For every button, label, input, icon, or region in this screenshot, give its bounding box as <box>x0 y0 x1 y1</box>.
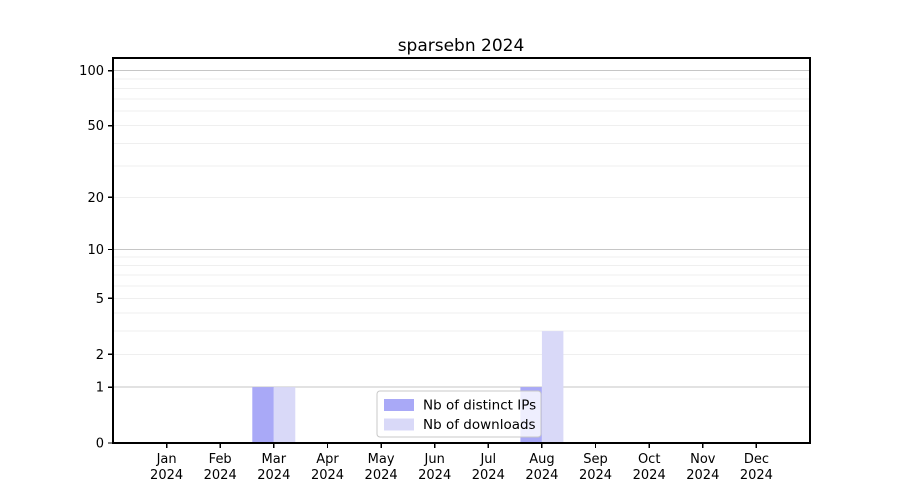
x-tick-label-month: Jan <box>156 452 177 467</box>
y-tick-label: 100 <box>79 64 104 79</box>
axis-ticks <box>108 69 758 448</box>
x-tick-label-month: Aug <box>529 452 554 467</box>
x-tick-label-month: May <box>368 452 395 467</box>
x-tick-label-month: Apr <box>316 452 339 467</box>
plot-border-rect <box>112 57 811 444</box>
bar-downloads <box>273 387 296 443</box>
x-tick-label-year: 2024 <box>257 468 290 483</box>
x-tick-label-month: Jun <box>424 452 445 467</box>
x-tick-label-month: Oct <box>638 452 660 467</box>
x-tick-label-month: Nov <box>690 452 716 467</box>
x-tick-label-month: Sep <box>583 452 608 467</box>
x-tick-label-month: Jul <box>479 452 496 467</box>
minor-gridlines <box>113 78 810 355</box>
bar-downloads <box>541 331 564 443</box>
x-tick-label-year: 2024 <box>311 468 344 483</box>
y-tick-label: 1 <box>96 381 104 396</box>
chart-title: sparsebn 2024 <box>398 36 525 56</box>
y-tick-label: 20 <box>87 191 104 206</box>
legend-label-downloads: Nb of downloads <box>423 417 536 433</box>
x-tick-label-year: 2024 <box>150 468 183 483</box>
x-tick-label-year: 2024 <box>365 468 398 483</box>
x-tick-label-year: 2024 <box>579 468 612 483</box>
y-axis-labels: 0 1 2 5 10 20 50 100 <box>79 64 104 451</box>
y-tick-label: 50 <box>87 119 104 134</box>
legend-swatch-downloads <box>384 418 414 431</box>
x-tick-label-year: 2024 <box>418 468 451 483</box>
plot-border <box>112 57 811 444</box>
y-tick-label: 2 <box>96 348 104 363</box>
x-tick-label-year: 2024 <box>633 468 666 483</box>
x-axis-labels: Jan2024Feb2024Mar2024Apr2024May2024Jun20… <box>150 452 773 483</box>
legend: Nb of distinct IPs Nb of downloads <box>376 390 542 438</box>
x-tick-label-month: Dec <box>744 452 769 467</box>
x-tick-label-month: Mar <box>262 452 287 467</box>
major-gridlines <box>113 70 810 388</box>
y-tick-label: 5 <box>96 292 104 307</box>
legend-box <box>376 390 542 438</box>
x-tick-label-year: 2024 <box>740 468 773 483</box>
y-tick-label: 10 <box>87 243 104 258</box>
legend-swatch-distinct-ips <box>384 399 414 411</box>
x-tick-label-year: 2024 <box>204 468 237 483</box>
x-tick-label-year: 2024 <box>525 468 558 483</box>
legend-label-distinct-ips: Nb of distinct IPs <box>423 398 536 414</box>
x-tick-label-month: Feb <box>209 452 232 467</box>
x-tick-label-year: 2024 <box>686 468 719 483</box>
y-tick-label: 0 <box>96 437 104 452</box>
x-tick-label-year: 2024 <box>472 468 505 483</box>
bar-distinct-ips <box>252 387 274 443</box>
